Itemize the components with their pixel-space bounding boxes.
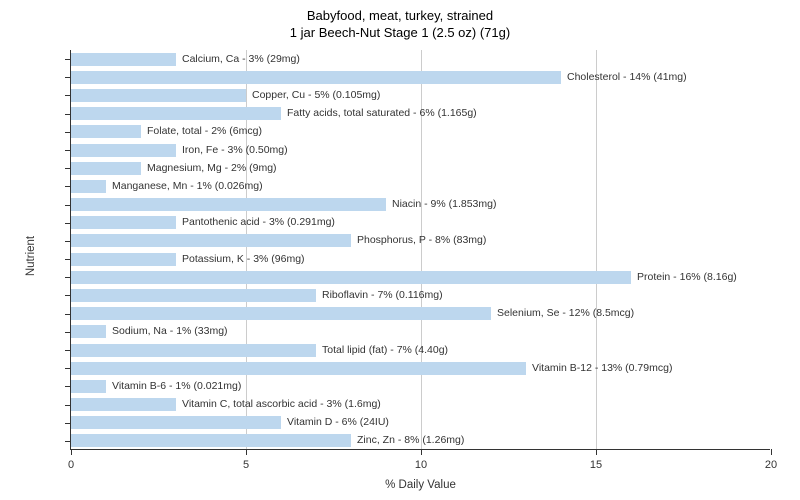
nutrient-bar-label: Niacin - 9% (1.853mg) — [392, 198, 496, 211]
nutrient-bar — [71, 416, 281, 429]
nutrient-bar-label: Calcium, Ca - 3% (29mg) — [182, 53, 300, 66]
title-line-2: 1 jar Beech-Nut Stage 1 (2.5 oz) (71g) — [290, 25, 510, 40]
nutrient-bar-label: Sodium, Na - 1% (33mg) — [112, 325, 228, 338]
nutrient-bar-label: Pantothenic acid - 3% (0.291mg) — [182, 216, 335, 229]
nutrient-bar — [71, 53, 176, 66]
nutrient-bar — [71, 325, 106, 338]
plot-area: Nutrient % Daily Value 05101520Calcium, … — [70, 50, 770, 450]
nutrient-chart: Babyfood, meat, turkey, strained 1 jar B… — [0, 0, 800, 500]
x-axis-label: % Daily Value — [385, 479, 456, 491]
x-tick-label: 10 — [415, 459, 427, 471]
nutrient-bar-label: Zinc, Zn - 8% (1.26mg) — [357, 434, 464, 447]
nutrient-bar — [71, 216, 176, 229]
gridline — [596, 50, 597, 449]
x-tick — [596, 449, 597, 455]
nutrient-bar — [71, 71, 561, 84]
nutrient-bar — [71, 344, 316, 357]
nutrient-bar — [71, 362, 526, 375]
nutrient-bar — [71, 253, 176, 266]
nutrient-bar-label: Phosphorus, P - 8% (83mg) — [357, 234, 486, 247]
nutrient-bar — [71, 307, 491, 320]
y-axis-label: Nutrient — [25, 235, 37, 275]
x-tick-label: 5 — [243, 459, 249, 471]
nutrient-bar — [71, 125, 141, 138]
nutrient-bar — [71, 89, 246, 102]
nutrient-bar — [71, 162, 141, 175]
nutrient-bar-label: Selenium, Se - 12% (8.5mcg) — [497, 307, 634, 320]
nutrient-bar — [71, 198, 386, 211]
nutrient-bar — [71, 380, 106, 393]
nutrient-bar-label: Potassium, K - 3% (96mg) — [182, 253, 305, 266]
nutrient-bar-label: Magnesium, Mg - 2% (9mg) — [147, 162, 277, 175]
nutrient-bar-label: Manganese, Mn - 1% (0.026mg) — [112, 180, 263, 193]
x-tick-label: 20 — [765, 459, 777, 471]
nutrient-bar-label: Vitamin C, total ascorbic acid - 3% (1.6… — [182, 398, 381, 411]
chart-title: Babyfood, meat, turkey, strained 1 jar B… — [0, 0, 800, 42]
nutrient-bar-label: Total lipid (fat) - 7% (4.40g) — [322, 344, 448, 357]
nutrient-bar-label: Iron, Fe - 3% (0.50mg) — [182, 144, 288, 157]
nutrient-bar-label: Vitamin B-12 - 13% (0.79mcg) — [532, 362, 672, 375]
x-tick — [771, 449, 772, 455]
nutrient-bar — [71, 180, 106, 193]
x-tick-label: 15 — [590, 459, 602, 471]
nutrient-bar-label: Protein - 16% (8.16g) — [637, 271, 737, 284]
nutrient-bar-label: Copper, Cu - 5% (0.105mg) — [252, 89, 380, 102]
x-tick — [421, 449, 422, 455]
nutrient-bar — [71, 234, 351, 247]
x-tick — [71, 449, 72, 455]
nutrient-bar-label: Vitamin B-6 - 1% (0.021mg) — [112, 380, 241, 393]
nutrient-bar — [71, 107, 281, 120]
title-line-1: Babyfood, meat, turkey, strained — [307, 8, 493, 23]
nutrient-bar-label: Fatty acids, total saturated - 6% (1.165… — [287, 107, 477, 120]
nutrient-bar — [71, 144, 176, 157]
nutrient-bar-label: Cholesterol - 14% (41mg) — [567, 71, 687, 84]
nutrient-bar-label: Vitamin D - 6% (24IU) — [287, 416, 389, 429]
nutrient-bar — [71, 271, 631, 284]
x-tick — [246, 449, 247, 455]
nutrient-bar-label: Folate, total - 2% (6mcg) — [147, 125, 262, 138]
nutrient-bar — [71, 398, 176, 411]
x-tick-label: 0 — [68, 459, 74, 471]
nutrient-bar — [71, 434, 351, 447]
nutrient-bar-label: Riboflavin - 7% (0.116mg) — [322, 289, 443, 302]
nutrient-bar — [71, 289, 316, 302]
